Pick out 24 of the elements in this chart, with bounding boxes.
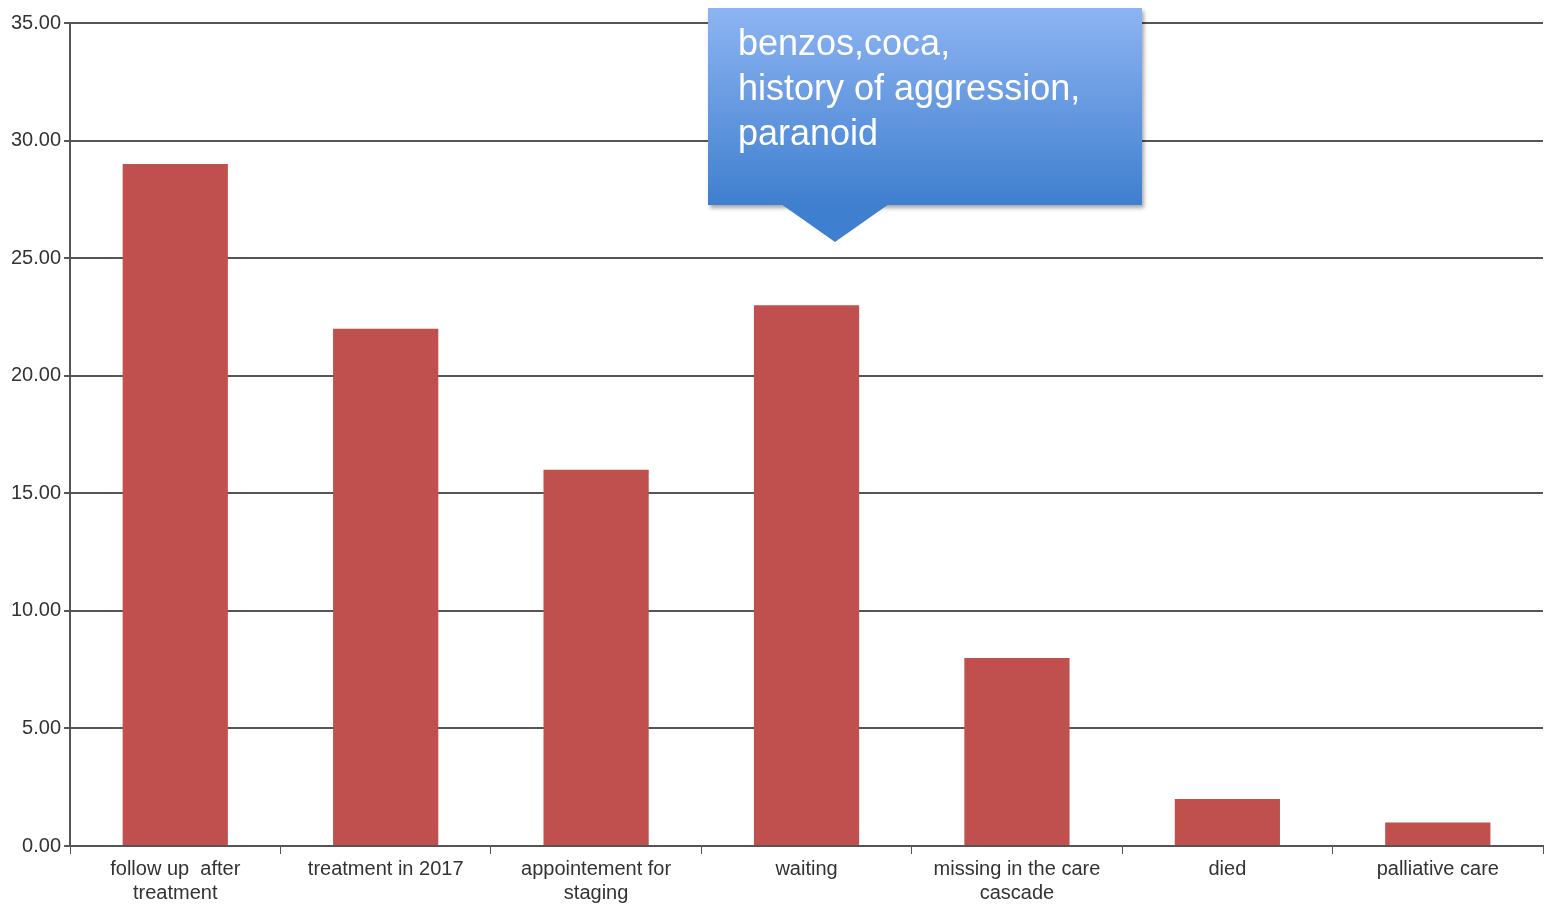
annotation: benzos,coca, history of aggression, paranoid bbox=[738, 21, 1081, 155]
y-tick-label: 5.00 bbox=[22, 715, 62, 738]
bar bbox=[122, 164, 228, 845]
y-tick-label: 0.00 bbox=[22, 833, 62, 856]
x-tick-label: died bbox=[1208, 856, 1247, 879]
y-tick-label: 10.00 bbox=[10, 598, 62, 621]
bar bbox=[1174, 798, 1280, 845]
bar bbox=[1385, 822, 1491, 845]
y-tick-label: 30.00 bbox=[10, 128, 62, 151]
bar bbox=[964, 657, 1070, 845]
x-tick-label: appointement for staging bbox=[521, 856, 672, 903]
x-tick-label: treatment in 2017 bbox=[307, 856, 464, 879]
x-tick-label: waiting bbox=[774, 856, 838, 879]
x-tick-label: palliative care bbox=[1376, 856, 1499, 879]
bar bbox=[753, 305, 860, 845]
x-tick-label: missing in the care cascade bbox=[933, 856, 1101, 903]
bar bbox=[333, 328, 439, 845]
bar bbox=[543, 469, 649, 845]
y-tick-label: 25.00 bbox=[10, 245, 62, 268]
y-tick-label: 15.00 bbox=[10, 480, 62, 503]
x-tick-label: follow up after treatment bbox=[110, 856, 241, 903]
y-tick-label: 35.00 bbox=[10, 10, 62, 33]
speech-callout: benzos,coca, history of aggression, paranoid bbox=[708, 8, 1142, 243]
y-tick-label: 20.00 bbox=[10, 363, 62, 386]
